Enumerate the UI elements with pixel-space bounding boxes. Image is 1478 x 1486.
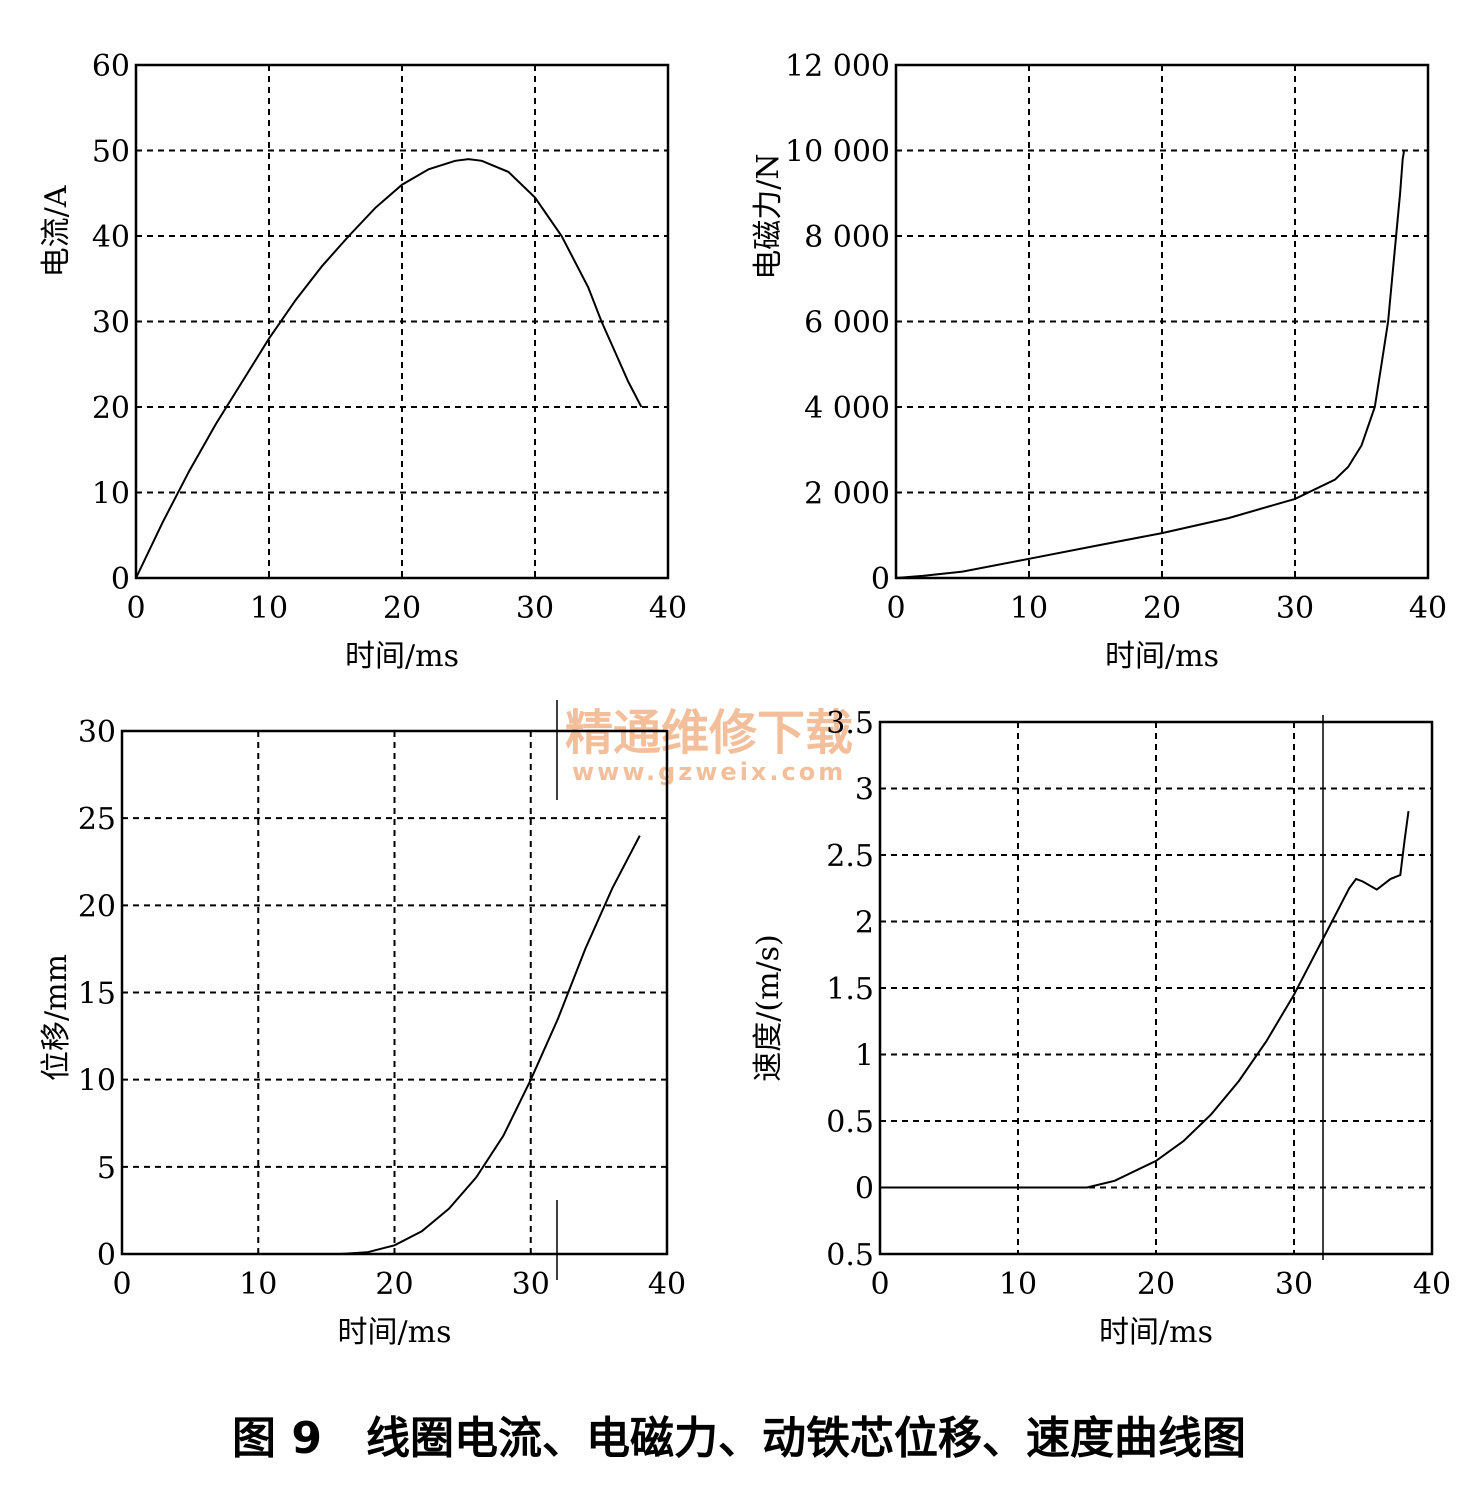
data-series-line <box>122 835 641 1255</box>
chart-panel-3: 0 10 20 30 40 0 5 10 15 20 25 30 时间/ms 位移/mm <box>39 715 686 1350</box>
y-axis-label: 电流/A <box>39 185 74 277</box>
y-tick-label: 3 <box>855 773 874 808</box>
x-tick-label: 20 <box>383 591 421 626</box>
y-tick-label: 10 <box>92 477 130 512</box>
y-tick-label: 0.5 <box>826 1105 874 1140</box>
y-tick-label: 40 <box>92 220 130 255</box>
x-tick-label: 20 <box>1143 591 1181 626</box>
watermark-line2: www.gzweix.com <box>572 758 846 786</box>
y-tick-label: 8 000 <box>804 220 890 255</box>
y-tick-label: 1.5 <box>826 972 874 1007</box>
x-tick-label: 30 <box>512 1267 550 1302</box>
data-series-line <box>895 150 1406 579</box>
x-tick-label: 0 <box>112 1267 131 1302</box>
x-tick-label: 40 <box>1409 591 1447 626</box>
y-tick-label: 4 000 <box>804 391 890 426</box>
x-tick-label: 0 <box>870 1267 889 1302</box>
y-tick-label: 2 000 <box>804 477 890 512</box>
plot-frame <box>878 720 1434 1256</box>
y-tick-label: 20 <box>92 391 130 426</box>
y-tick-label: 10 <box>78 1064 116 1099</box>
x-tick-label: 40 <box>649 591 687 626</box>
x-tick-label: 10 <box>239 1267 277 1302</box>
y-tick-label: 25 <box>78 802 116 837</box>
y-tick-label: 2 <box>855 906 874 941</box>
figure-canvas: 精通维修下载 www.gzweix.com 0 10 20 30 40010203040… <box>39 49 1451 1350</box>
chart-panel-1: 0 10 20 30 40 0 10 20 30 40 50 60 时间/ms 电流/A <box>39 49 687 674</box>
y-axis-label: 位移/mm <box>39 954 74 1081</box>
x-tick-label: 30 <box>516 591 554 626</box>
x-tick-label: 40 <box>648 1267 686 1302</box>
y-tick-label: 0 <box>871 562 890 597</box>
x-tick-label: 20 <box>375 1267 413 1302</box>
y-tick-label: 0 <box>855 1172 874 1207</box>
x-tick-label: 30 <box>1276 591 1314 626</box>
y-tick-label: 5 <box>97 1151 116 1186</box>
x-axis-label: 时间/ms <box>1099 1315 1213 1350</box>
y-tick-label: 12 000 <box>785 49 890 84</box>
y-axis-label: 速度/(m/s) <box>751 934 786 1081</box>
y-tick-label: 6 000 <box>804 306 890 341</box>
y-tick-label: 20 <box>78 889 116 924</box>
watermark: 精通维修下载 www.gzweix.com <box>565 705 853 786</box>
figure-caption: 图 9 线圈电流、电磁力、动铁芯位移、速度曲线图 <box>232 1413 1246 1464</box>
y-tick-label: 0 <box>97 1238 116 1273</box>
plot-frame <box>894 63 1430 580</box>
y-tick-label: 0.5 <box>826 1238 874 1273</box>
x-axis-label: 时间/ms <box>345 639 459 674</box>
x-tick-label: 10 <box>999 1267 1037 1302</box>
y-tick-label: 15 <box>78 977 116 1012</box>
plot-frame <box>120 729 669 1256</box>
x-tick-label: 30 <box>1275 1267 1313 1302</box>
x-axis-label: 时间/ms <box>338 1315 452 1350</box>
y-tick-label: 0 <box>111 562 130 597</box>
x-tick-label: 10 <box>1010 591 1048 626</box>
y-tick-label: 50 <box>92 135 130 170</box>
x-tick-label: 20 <box>1137 1267 1175 1302</box>
x-tick-label: 40 <box>1413 1267 1451 1302</box>
y-tick-label: 1 <box>855 1039 874 1074</box>
y-tick-label: 2.5 <box>826 839 874 874</box>
watermark-line1: 精通维修下载 <box>565 705 853 761</box>
x-tick-label: 10 <box>250 591 288 626</box>
data-series-line <box>880 810 1410 1189</box>
x-tick-label: 0 <box>126 591 145 626</box>
y-tick-label: 30 <box>78 715 116 750</box>
chart-panel-4: 0 10 20 30 400.500.511.522.533.5时间/ms速度/(m/s… <box>751 706 1451 1350</box>
y-tick-label: 30 <box>92 306 130 341</box>
y-axis-label: 电磁力/N <box>751 153 786 279</box>
chart-panel-2: 0 10 20 30 40 0 2 000 4 000 6 000 8 000 10 000 12 0… <box>751 49 1447 674</box>
x-tick-label: 0 <box>886 591 905 626</box>
y-tick-label: 60 <box>92 49 130 84</box>
data-series-line <box>135 158 643 579</box>
plot-frame <box>134 63 670 580</box>
x-axis-label: 时间/ms <box>1105 639 1219 674</box>
y-tick-label: 3.5 <box>826 706 874 741</box>
y-tick-label: 10 000 <box>785 135 890 170</box>
